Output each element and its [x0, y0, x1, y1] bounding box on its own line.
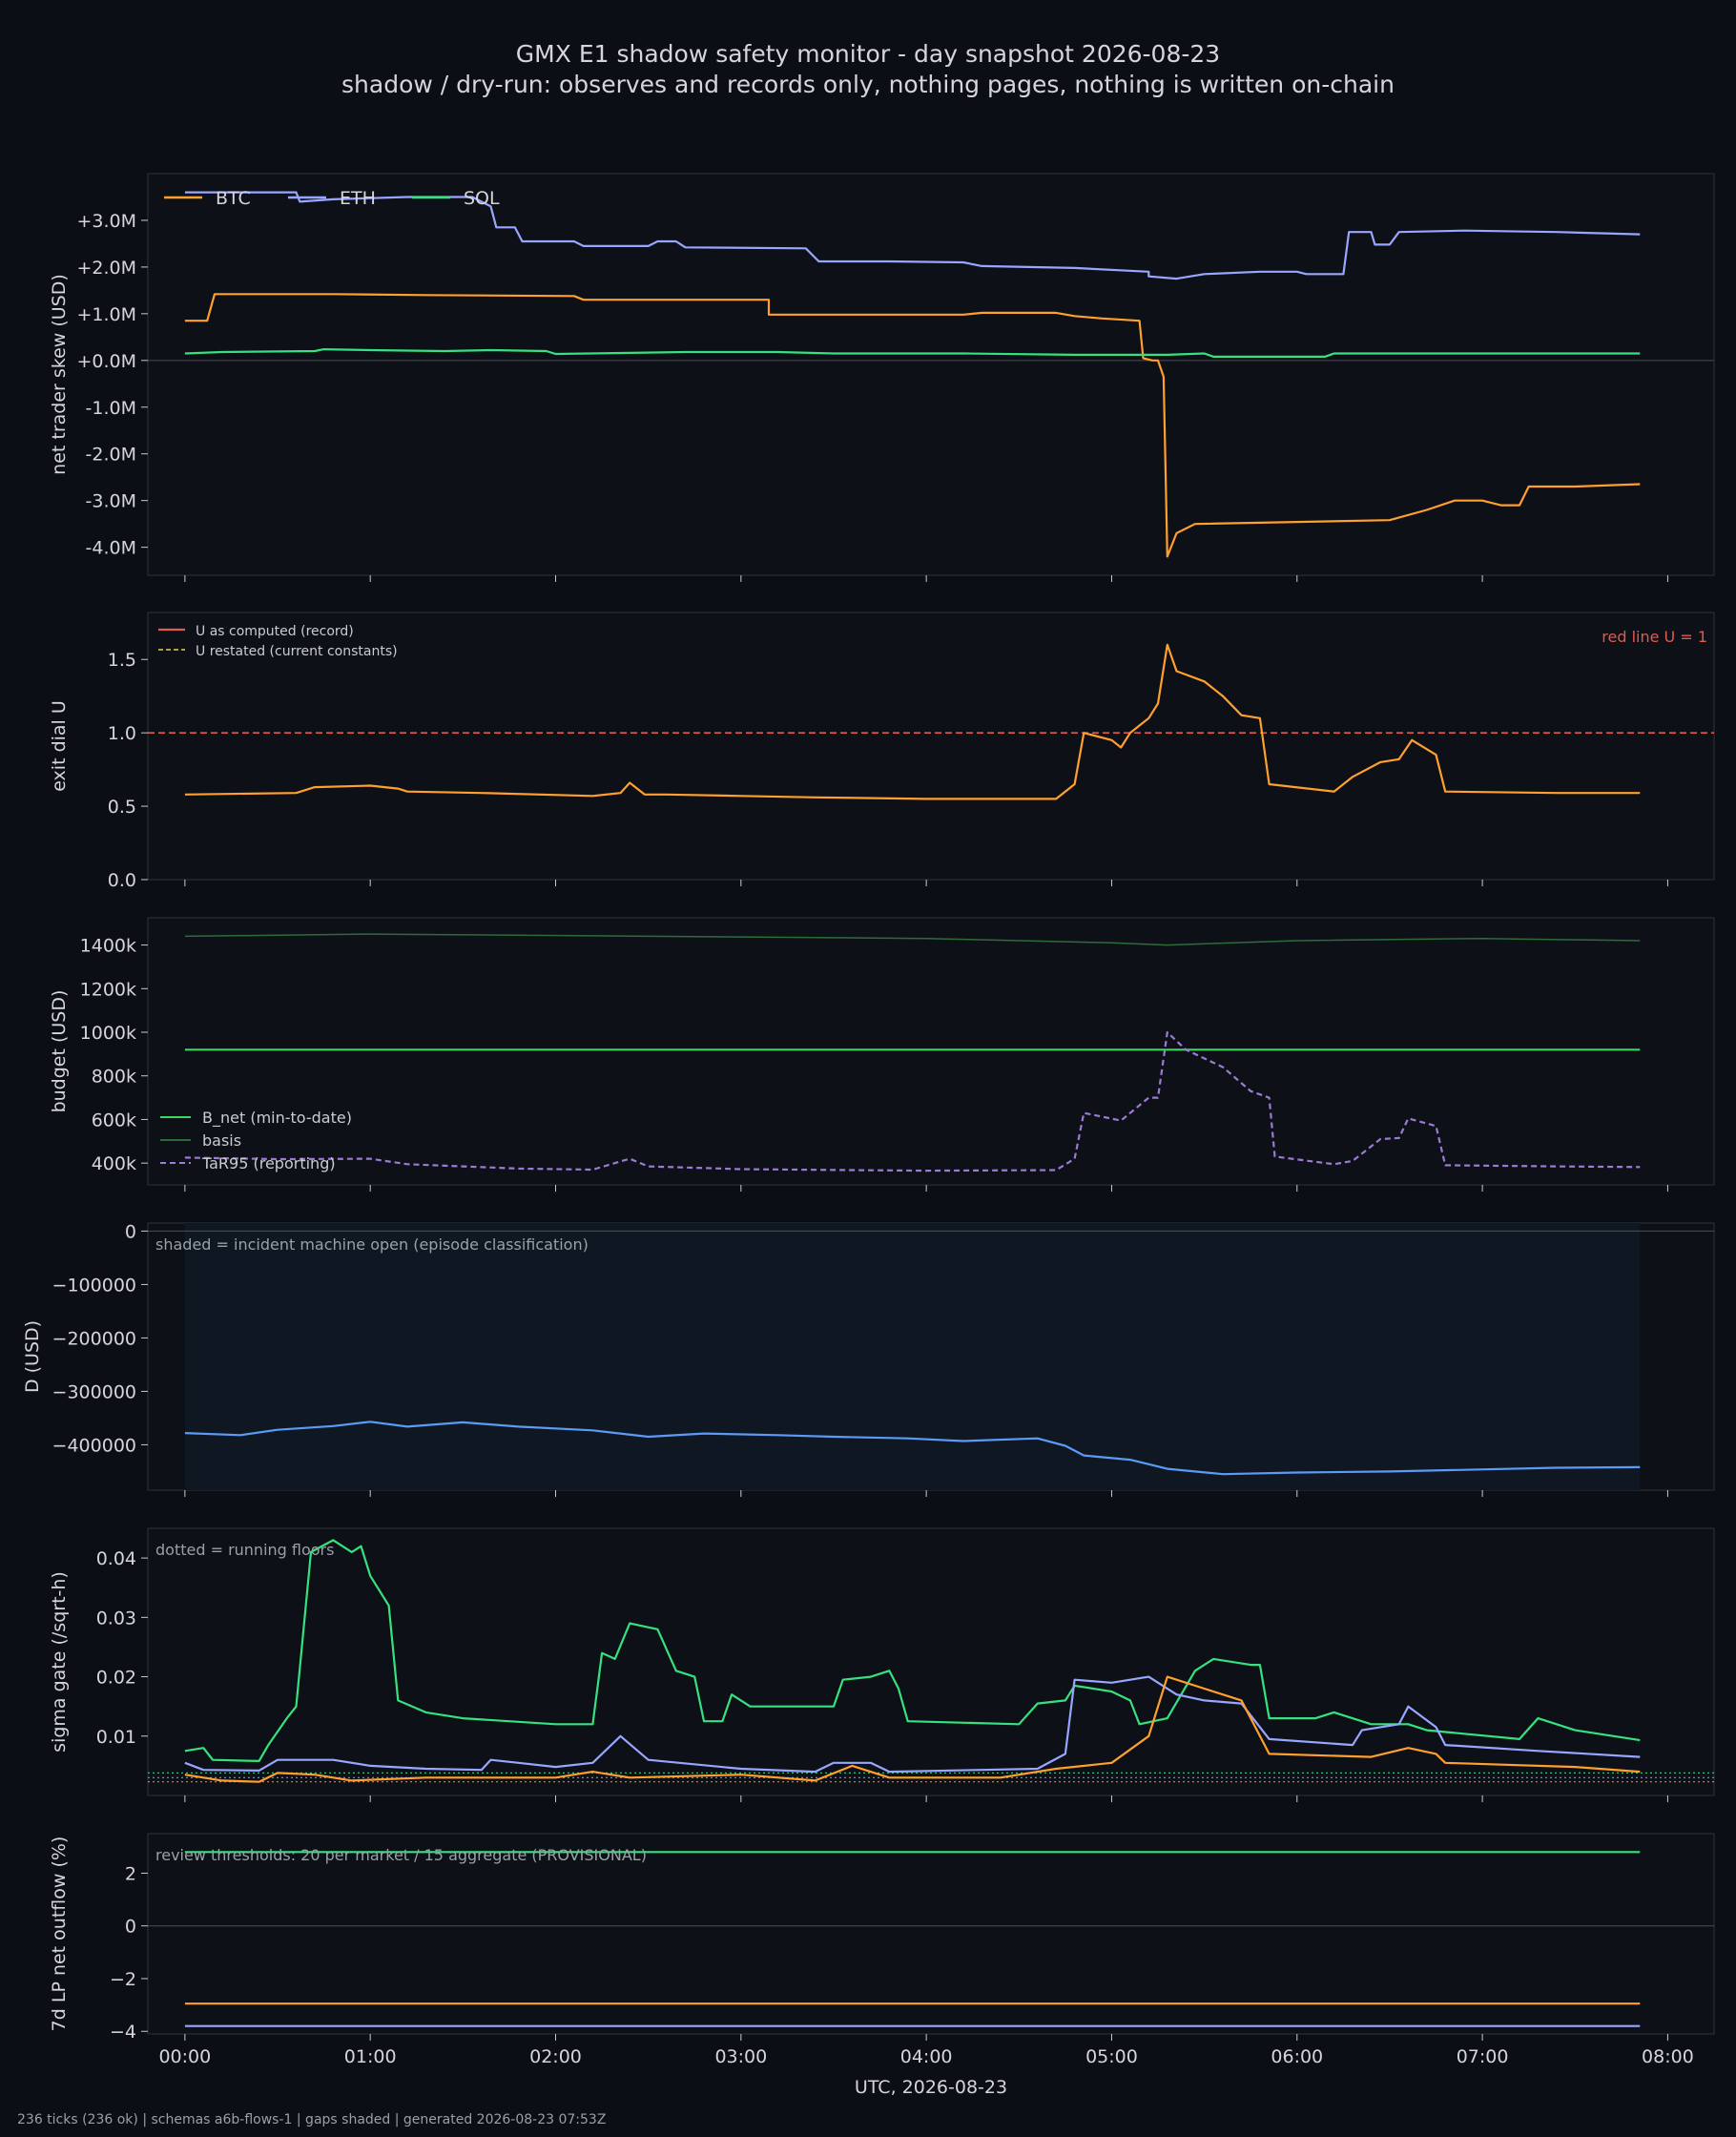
legend-label: ETH: [340, 188, 376, 209]
y-axis-label: sigma gate (/sqrt-h): [49, 1571, 70, 1753]
y-tick-label: -1.0M: [86, 398, 136, 419]
y-tick-label: 1400k: [80, 936, 136, 957]
legend-label: B_net (min-to-date): [202, 1109, 352, 1128]
y-tick-label: 0.04: [96, 1548, 136, 1569]
y-tick-label: 0.5: [108, 797, 136, 818]
y-tick-label: +2.0M: [76, 258, 136, 279]
panel-sigma: 0.01 0.02 0.03 0.04 sigma gate (/sqrt-h) dott…: [49, 1527, 1715, 1802]
panel-note: dotted = running floors: [155, 1541, 334, 1559]
y-tick-label: −4: [110, 2022, 136, 2043]
y-tick-label: 1.5: [108, 650, 136, 671]
panel-note: shaded = incident machine open (episode …: [155, 1235, 589, 1254]
status-footer: 236 ticks (236 ok) | schemas a6b-flows-1…: [17, 2112, 607, 2127]
series-line-basis: [184, 933, 1641, 946]
y-tick-label: 0.03: [96, 1608, 136, 1629]
y-tick-label: 2: [125, 1863, 136, 1884]
plot-area: [147, 173, 1715, 576]
plot-area: [147, 917, 1715, 1186]
plot-area: [147, 1527, 1715, 1796]
y-axis-label: net trader skew (USD): [49, 274, 70, 475]
series-line-d: [184, 1421, 1641, 1476]
legend-label: TaR95 (reporting): [201, 1154, 336, 1172]
series-line-btc: [184, 1675, 1641, 1783]
legend-label: SOL: [464, 188, 500, 209]
series-line-btc: [184, 293, 1641, 558]
series-line-eth: [184, 1675, 1641, 1774]
series-line-eth: [184, 191, 1641, 280]
legend-label: basis: [202, 1131, 241, 1150]
x-tick-label: 01:00: [344, 2046, 397, 2067]
y-axis-label: 7d LP net outflow (%): [49, 1836, 70, 2032]
panel-budget: 1400k 1200k 1000k 800k 600k 400k budget (USD) B…: [49, 917, 1715, 1192]
x-tick-label: 08:00: [1642, 2046, 1694, 2067]
x-tick-label: 00:00: [158, 2046, 211, 2067]
y-tick-label: −100000: [52, 1275, 136, 1296]
chart-subtitle: shadow / dry-run: observes and records o…: [341, 71, 1395, 98]
legend: BTC ETH SOL: [164, 188, 500, 209]
x-tick-label: 04:00: [900, 2046, 953, 2067]
x-tick-label: 05:00: [1085, 2046, 1138, 2067]
chart-title: GMX E1 shadow safety monitor - day snaps…: [515, 40, 1221, 68]
y-tick-label: 0.0: [108, 870, 136, 891]
panel-skew: +3.0M +2.0M +1.0M +0.0M -1.0M -2.0M -3.0M -4.0M…: [49, 173, 1715, 582]
legend: U as computed (record) U restated (curren…: [158, 624, 398, 659]
x-tick-label: 06:00: [1271, 2046, 1323, 2067]
y-tick-label: 1000k: [80, 1023, 136, 1044]
y-tick-label: −300000: [52, 1381, 136, 1402]
plot-area: [147, 1833, 1715, 2035]
legend-label: U as computed (record): [196, 624, 354, 639]
panel-note: review thresholds: 20 per market / 15 ag…: [155, 1846, 647, 1864]
legend-label: U restated (current constants): [196, 644, 398, 659]
y-tick-label: +3.0M: [76, 211, 136, 232]
panel-u: 0.0 0.5 1.0 1.5 exit dial U red line U = 1 U a…: [49, 612, 1715, 891]
y-axis-label: D (USD): [22, 1320, 43, 1393]
redline-label: red line U = 1: [1602, 628, 1707, 646]
panel-d: 0 −100000 −200000 −300000 −400000 D (USD) shad…: [22, 1221, 1715, 1497]
y-tick-label: 600k: [92, 1110, 136, 1131]
x-tick-label: 03:00: [714, 2046, 767, 2067]
y-tick-label: -3.0M: [86, 491, 136, 512]
y-tick-label: 0.02: [96, 1668, 136, 1689]
legend-label: BTC: [216, 188, 251, 209]
panel-lp: 2 0 −2 −4 7d LP net outflow (%) review thresh…: [49, 1833, 1715, 2098]
y-tick-label: 0: [125, 1917, 136, 1938]
x-tick-label: 02:00: [529, 2046, 582, 2067]
y-axis-label: exit dial U: [49, 700, 70, 792]
legend: B_net (min-to-date) basis TaR95 (reporting…: [160, 1109, 352, 1172]
y-tick-label: −400000: [52, 1435, 136, 1456]
y-tick-label: 400k: [92, 1153, 136, 1174]
y-tick-label: 1.0: [108, 723, 136, 744]
y-tick-label: 800k: [92, 1067, 136, 1088]
y-tick-label: -4.0M: [86, 538, 136, 559]
y-tick-label: 0: [125, 1221, 136, 1242]
y-tick-label: −2: [110, 1969, 136, 1990]
x-axis-label: UTC, 2026-08-23: [855, 2077, 1007, 2098]
y-tick-label: +0.0M: [76, 351, 136, 372]
series-line-u-as-computed-record-: [184, 643, 1641, 800]
y-tick-label: 0.01: [96, 1727, 136, 1748]
gap-shade: [184, 1223, 1641, 1490]
y-tick-label: −200000: [52, 1328, 136, 1349]
y-tick-label: 1200k: [80, 979, 136, 1000]
series-line-sol: [184, 348, 1641, 358]
plot-area: [147, 612, 1715, 881]
y-axis-label: budget (USD): [49, 990, 70, 1113]
x-tick-label: 07:00: [1457, 2046, 1509, 2067]
series-line-sol: [184, 1539, 1641, 1763]
y-tick-label: +1.0M: [76, 304, 136, 325]
y-tick-label: -2.0M: [86, 445, 136, 466]
